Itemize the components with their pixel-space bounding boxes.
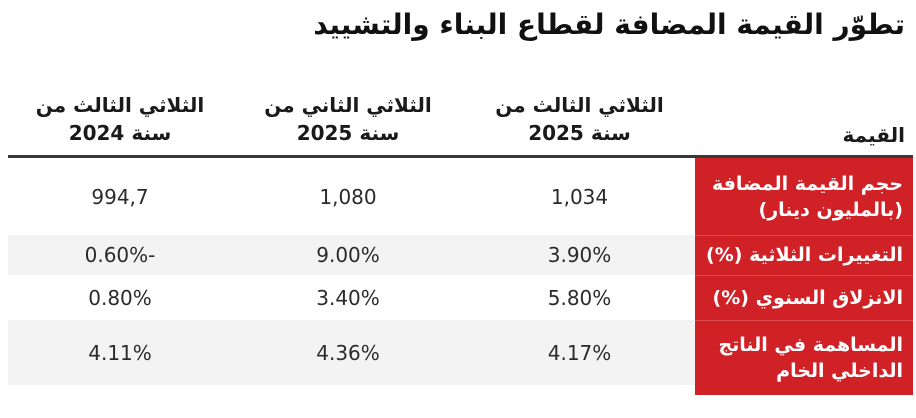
column-header-q2-2025: الثلاثي الثاني من سنة 2025 [232, 91, 464, 155]
column-header-line2: سنة 2025 [296, 121, 400, 145]
cell-q2-2025: 3.40% [316, 285, 380, 310]
page-title: تطوّر القيمة المضافة لقطاع البناء والتشي… [313, 8, 905, 41]
row-label-line1: الانزلاق السنوي (%) [712, 286, 903, 309]
row-label-cell: الانزلاق السنوي (%) [695, 275, 913, 320]
cell-q2-2025: 1,080 [319, 184, 377, 209]
row-label-cell: التغييرات الثلاثية (%) [695, 235, 913, 275]
table-header-row: القيمة الثلاثي الثالث من سنة 2025 الثلاث… [8, 85, 913, 158]
column-header-q3-2024: الثلاثي الثالث من سنة 2024 [8, 91, 232, 155]
row-label-cell: المساهمة في الناتج الداخلي الخام [695, 320, 913, 395]
cell-q3-2025: 3.90% [547, 243, 612, 267]
row-label-line2: الداخلي الخام [776, 359, 903, 382]
cell-q3-2024: 994,7 [91, 184, 149, 209]
row-label-line2: (بالمليون دينار) [758, 198, 903, 221]
table-row-added-value: حجم القيمة المضافة (بالمليون دينار) 1,03… [8, 158, 913, 235]
cell-q3-2024: -0.60% [84, 243, 156, 267]
cell-q3-2025: 5.80% [547, 285, 612, 310]
row-label-annual-slide: الانزلاق السنوي (%) [695, 275, 913, 320]
row-label-quarterly-change: التغييرات الثلاثية (%) [695, 235, 913, 275]
column-header-line2: سنة 2024 [68, 121, 172, 145]
column-header-q3-2025: الثلاثي الثالث من سنة 2025 [464, 91, 695, 155]
column-header-line1: الثلاثي الثاني من [264, 93, 432, 117]
row-label-added-value: حجم القيمة المضافة (بالمليون دينار) [695, 158, 913, 235]
row-label-line1: المساهمة في الناتج [718, 333, 903, 356]
cell-q3-2025: 1,034 [550, 184, 609, 209]
cell-q2-2025: 9.00% [316, 243, 380, 267]
row-label-gdp-contribution: المساهمة في الناتج الداخلي الخام [695, 320, 913, 395]
cell-q3-2024: 4.11% [88, 340, 152, 365]
column-header-line2: سنة 2025 [528, 121, 631, 145]
column-header-value: القيمة [842, 123, 905, 147]
row-label-line1: حجم القيمة المضافة [711, 172, 903, 195]
column-header-line1: الثلاثي الثالث من [495, 93, 664, 117]
table-row-quarterly-change: التغييرات الثلاثية (%) 3.90% 9.00% -0.60… [8, 235, 913, 275]
row-label-line1: التغييرات الثلاثية (%) [706, 244, 903, 266]
table-row-annual-slide: الانزلاق السنوي (%) 5.80% 3.40% 0.80% [8, 275, 913, 320]
table-row-gdp-contribution: المساهمة في الناتج الداخلي الخام 4.17% 4… [8, 320, 913, 395]
data-table: القيمة الثلاثي الثالث من سنة 2025 الثلاث… [8, 85, 913, 395]
cell-q2-2025: 4.36% [316, 340, 380, 365]
table-body: حجم القيمة المضافة (بالمليون دينار) 1,03… [8, 158, 913, 395]
column-header-line1: الثلاثي الثالث من [35, 93, 205, 117]
cell-q3-2024: 0.80% [88, 285, 152, 310]
row-label-cell: حجم القيمة المضافة (بالمليون دينار) [695, 158, 913, 235]
cell-q3-2025: 4.17% [547, 340, 612, 365]
